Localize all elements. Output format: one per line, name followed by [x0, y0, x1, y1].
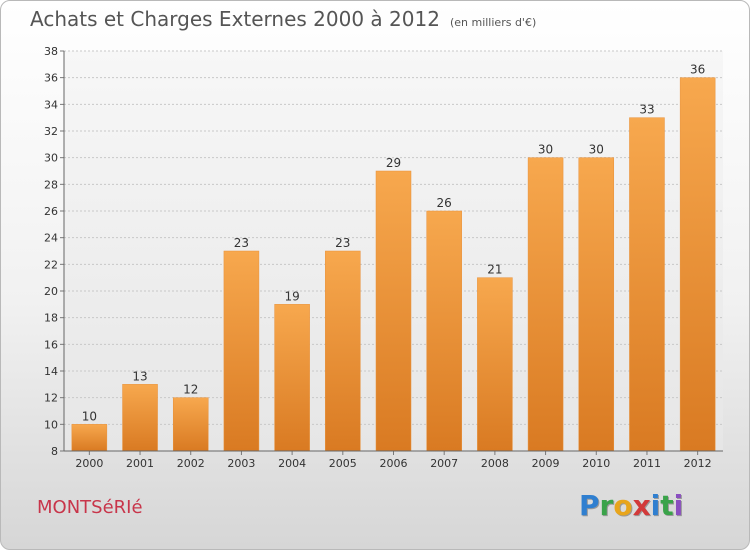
x-tick-label-2001: 2001: [126, 457, 154, 470]
y-tick-label: 10: [44, 418, 58, 431]
logo-letter: i: [673, 489, 684, 522]
data-label-2009: 30: [538, 143, 553, 157]
x-tick-label-2004: 2004: [278, 457, 306, 470]
data-label-2006: 29: [386, 156, 401, 170]
chart-unit-note: (en milliers d'€): [449, 16, 537, 29]
data-label-2003: 23: [234, 236, 249, 250]
bar-2009: [527, 157, 564, 452]
bar-layer: 10 13 12 23 19 23 29 26 21 30 30 33 36: [71, 63, 716, 452]
logo-letter: t: [660, 489, 674, 522]
bar-2012: [679, 77, 716, 452]
bar-2010: [578, 157, 615, 452]
x-tick-label-2000: 2000: [75, 457, 103, 470]
data-label-2010: 30: [589, 143, 604, 157]
x-tick-label-2006: 2006: [380, 457, 408, 470]
x-tick-label-2008: 2008: [481, 457, 509, 470]
y-tick-label: 34: [44, 98, 58, 111]
bar-2005: [325, 250, 361, 452]
bar-2008: [477, 277, 513, 452]
x-tick-label-2007: 2007: [430, 457, 458, 470]
x-tick-label-2002: 2002: [177, 457, 205, 470]
bar-2011: [629, 117, 665, 452]
y-tick-label: 32: [44, 125, 58, 138]
y-tick-label: 14: [44, 365, 58, 378]
data-label-2011: 33: [639, 103, 654, 117]
logo-letter: o: [613, 489, 633, 522]
axis-layer: 8 10 12 14 16 18 20 22 24 26 28 30 32 34 36 38 2000 2001 2…: [44, 45, 723, 470]
y-tick-label: 26: [44, 205, 58, 218]
bar-2007: [426, 210, 462, 452]
y-tick-label: 20: [44, 285, 58, 298]
bar-2000: [71, 424, 108, 452]
x-tick-label-2011: 2011: [633, 457, 661, 470]
y-tick-label: 38: [44, 45, 58, 58]
bar-2002: [172, 397, 209, 452]
y-tick-label: 12: [44, 392, 58, 405]
commune-name: MONTSéRIé: [37, 497, 143, 518]
logo-letter: x: [632, 489, 651, 522]
logo-letter: i: [650, 489, 661, 522]
proxiti-logo: Proxiti: [579, 489, 699, 529]
y-tick-label: 18: [44, 312, 58, 325]
y-tick-label: 36: [44, 72, 58, 85]
x-tick-label-2010: 2010: [582, 457, 610, 470]
x-tick-label-2003: 2003: [227, 457, 255, 470]
data-label-2005: 23: [335, 236, 350, 250]
bar-2001: [122, 384, 158, 452]
y-tick-label: 16: [44, 338, 58, 351]
data-label-2000: 10: [82, 409, 97, 423]
y-tick-label: 28: [44, 178, 58, 191]
x-tick-label-2012: 2012: [684, 457, 712, 470]
bar-2004: [274, 304, 310, 452]
x-tick-label-2009: 2009: [532, 457, 560, 470]
y-tick-label: 22: [44, 258, 58, 271]
y-tick-label: 8: [51, 445, 58, 458]
y-tick-label: 30: [44, 152, 58, 165]
y-tick-label: 24: [44, 232, 58, 245]
bar-2006: [375, 170, 412, 452]
data-label-2001: 13: [132, 369, 147, 383]
logo-letter: P: [579, 489, 600, 522]
data-label-2002: 12: [183, 383, 198, 397]
bar-2003: [223, 250, 260, 452]
data-label-2012: 36: [690, 63, 705, 77]
data-label-2004: 19: [284, 289, 299, 303]
data-label-2008: 21: [487, 263, 502, 277]
logo-letter: r: [599, 489, 614, 522]
x-tick-label-2005: 2005: [329, 457, 357, 470]
chart-title: Achats et Charges Externes 2000 à 2012 (e…: [30, 7, 536, 31]
chart-title-text: Achats et Charges Externes 2000 à 2012: [30, 7, 440, 31]
data-label-2007: 26: [437, 196, 452, 210]
